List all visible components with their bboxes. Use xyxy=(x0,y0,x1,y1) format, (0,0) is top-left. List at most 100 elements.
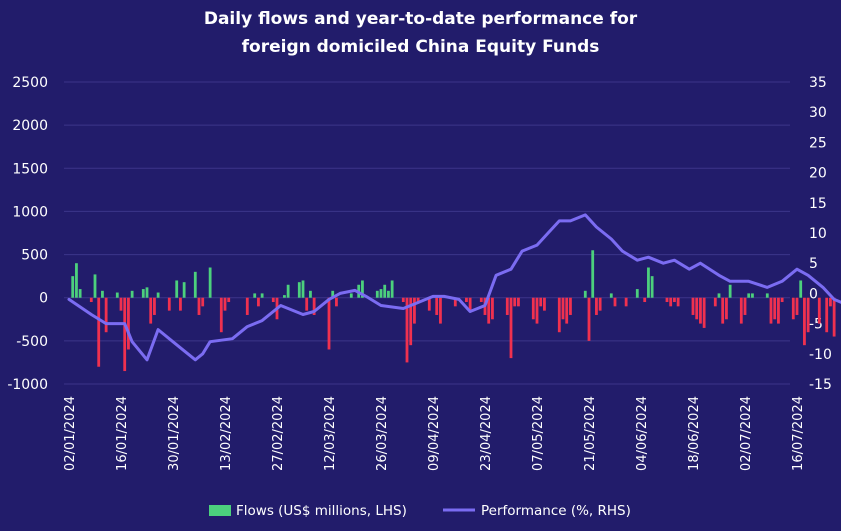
flow-bar xyxy=(699,297,702,324)
flow-bar xyxy=(543,297,546,311)
flow-bar xyxy=(695,297,699,320)
flow-bar xyxy=(624,297,628,307)
flow-bar xyxy=(832,297,836,337)
flow-bar xyxy=(799,280,803,298)
flow-bar xyxy=(145,287,149,298)
flow-bar xyxy=(806,297,810,333)
y-right-tick-label: 20 xyxy=(809,166,827,182)
flow-bar xyxy=(565,297,569,324)
flow-bar xyxy=(208,267,212,298)
flow-bar xyxy=(825,297,829,333)
y-right-tick-label: 15 xyxy=(809,196,827,212)
flow-bar xyxy=(505,297,509,315)
flow-bar xyxy=(123,297,127,372)
flow-bar xyxy=(305,297,309,311)
flow-bar xyxy=(583,290,587,298)
flow-bar xyxy=(245,297,249,315)
flow-bar xyxy=(513,297,517,307)
y-left-tick-label: 2000 xyxy=(12,118,48,134)
flow-bar xyxy=(665,297,669,303)
flow-bar xyxy=(468,297,472,311)
flow-bar xyxy=(405,297,409,363)
flow-bar xyxy=(765,293,769,298)
x-tick-label: 27/02/2024 xyxy=(271,396,286,471)
flow-bar xyxy=(517,297,520,307)
flow-bar xyxy=(769,297,773,324)
flow-bar xyxy=(487,297,491,324)
flow-bar xyxy=(561,297,565,320)
y-right-tick-label: 0 xyxy=(809,286,818,302)
flow-bar xyxy=(635,289,639,298)
legend-performance-label: Performance (%, RHS) xyxy=(481,503,631,519)
flow-bar xyxy=(751,293,754,298)
flow-bar xyxy=(713,297,717,307)
flow-bar xyxy=(182,282,186,298)
flow-bar xyxy=(167,297,171,311)
flow-bar xyxy=(335,297,338,307)
flow-bar xyxy=(153,297,156,315)
x-tick-label: 04/06/2024 xyxy=(635,396,650,471)
flow-bar xyxy=(569,297,572,315)
flow-bar xyxy=(587,297,591,341)
legend-flows-swatch xyxy=(209,505,231,516)
y-right-tick-label: -10 xyxy=(809,347,832,363)
flow-bar xyxy=(453,297,457,307)
flow-bar xyxy=(197,297,201,315)
x-tick-label: 16/01/2024 xyxy=(115,396,130,471)
flow-bar xyxy=(557,297,561,333)
flow-bar xyxy=(817,297,821,324)
flow-bar xyxy=(829,297,832,307)
flow-bar xyxy=(647,267,650,298)
y-left-tick-label: -1000 xyxy=(7,377,48,393)
flow-bar xyxy=(283,295,286,298)
flow-bar xyxy=(327,297,331,350)
flow-bar xyxy=(253,293,257,298)
flow-bar xyxy=(531,297,535,320)
flow-bar xyxy=(803,297,806,346)
flow-bar xyxy=(401,297,405,303)
flow-bar xyxy=(97,297,101,367)
flow-bar xyxy=(71,276,75,298)
flow-bar xyxy=(379,289,383,298)
flow-bar xyxy=(416,297,420,303)
flow-bar xyxy=(149,297,153,324)
flow-bar xyxy=(728,284,732,298)
y-right-tick-label: 30 xyxy=(809,105,827,121)
flow-bar xyxy=(257,297,260,307)
flow-bar xyxy=(491,297,494,320)
flow-bar xyxy=(725,297,728,320)
x-tick-label: 02/01/2024 xyxy=(63,396,78,471)
flow-bar xyxy=(309,290,312,298)
x-tick-label: 26/03/2024 xyxy=(375,396,390,471)
flow-bar xyxy=(387,290,390,298)
y-left-tick-label: 1500 xyxy=(12,161,48,177)
flow-bar xyxy=(721,297,725,324)
flow-bar xyxy=(591,250,595,298)
flow-bar xyxy=(201,297,205,307)
flow-bar xyxy=(375,290,379,298)
flow-bar xyxy=(119,297,123,311)
flow-bar xyxy=(312,297,316,315)
flow-bar xyxy=(743,297,747,315)
flow-bar xyxy=(609,293,613,298)
flow-bar xyxy=(791,297,795,320)
flow-bar xyxy=(219,297,223,333)
flow-bar xyxy=(193,271,197,298)
x-tick-label: 18/06/2024 xyxy=(687,396,702,471)
flow-bar xyxy=(89,297,93,303)
x-tick-label: 21/05/2024 xyxy=(583,396,598,471)
x-tick-label: 12/03/2024 xyxy=(323,396,338,471)
flow-bar xyxy=(598,297,602,311)
flow-bar xyxy=(78,289,82,298)
flow-bar xyxy=(130,290,134,298)
flow-bar xyxy=(539,297,543,307)
flow-bar xyxy=(676,297,680,307)
y-right-tick-label: 25 xyxy=(809,135,827,151)
flow-bar xyxy=(702,297,706,328)
x-tick-label: 23/04/2024 xyxy=(479,396,494,471)
x-tick-label: 07/05/2024 xyxy=(531,396,546,471)
flow-bar xyxy=(115,292,119,298)
flow-bar xyxy=(613,297,617,307)
